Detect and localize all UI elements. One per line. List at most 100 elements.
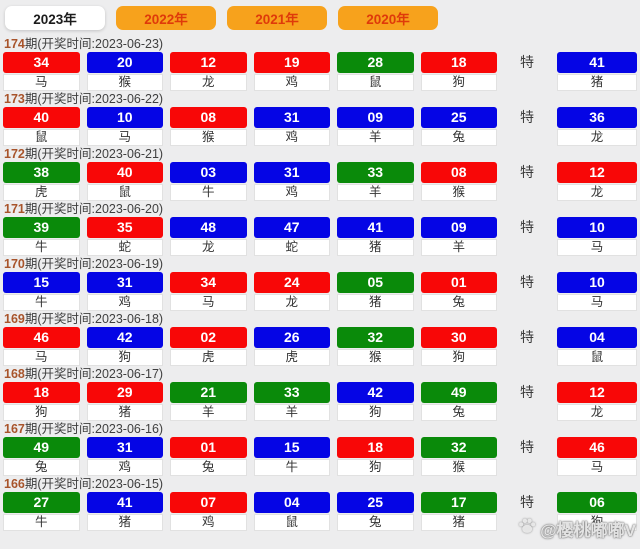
ball-zodiac: 兔 [170, 459, 247, 476]
period-info: 期(开奖时间:2023-06-23) [24, 37, 164, 51]
ball-number: 32 [420, 437, 497, 458]
ball: 21 羊 [170, 382, 247, 421]
ball-number: 09 [420, 217, 497, 238]
special-label: 特 [520, 164, 534, 180]
ball-number: 41 [337, 217, 414, 238]
ball-zodiac: 蛇 [253, 239, 330, 256]
ball-zodiac: 龙 [557, 129, 637, 146]
ball: 31 鸡 [253, 107, 330, 146]
ball-number: 46 [557, 437, 637, 458]
ball-zodiac: 鼠 [337, 74, 414, 91]
ball-zodiac: 鼠 [3, 129, 80, 146]
period-info: 期(开奖时间:2023-06-21) [24, 147, 164, 161]
ball: 01 兔 [170, 437, 247, 476]
ball-number: 34 [170, 272, 247, 293]
ball-zodiac: 龙 [170, 239, 247, 256]
ball-number: 46 [3, 327, 80, 348]
ball-number: 28 [337, 52, 414, 73]
ball: 31 鸡 [253, 162, 330, 201]
balls-row: 49 兔 31 鸡 01 兔 15 牛 18 狗 32 猴特 46 马 [0, 437, 640, 476]
ball-zodiac: 狗 [557, 514, 637, 531]
ball-number: 03 [170, 162, 247, 183]
ball-number: 01 [420, 272, 497, 293]
ball: 35 蛇 [86, 217, 163, 256]
period-heading: 168期(开奖时间:2023-06-17) [0, 366, 640, 382]
balls-row: 18 狗 29 猪 21 羊 33 羊 42 狗 49 兔特 12 龙 [0, 382, 640, 421]
ball: 49 兔 [3, 437, 80, 476]
ball-number: 05 [337, 272, 414, 293]
ball-number: 25 [420, 107, 497, 128]
period-heading: 172期(开奖时间:2023-06-21) [0, 146, 640, 162]
ball-zodiac: 鸡 [253, 184, 330, 201]
ball-number: 42 [337, 382, 414, 403]
ball-zodiac: 羊 [253, 404, 330, 421]
ball-zodiac: 猪 [337, 239, 414, 256]
ball-zodiac: 龙 [557, 184, 637, 201]
ball-number: 07 [170, 492, 247, 513]
special-ball: 04 鼠 [557, 327, 637, 366]
ball: 34 马 [3, 52, 80, 91]
ball-number: 10 [86, 107, 163, 128]
ball: 31 鸡 [86, 272, 163, 311]
ball-number: 32 [337, 327, 414, 348]
ball: 29 猪 [86, 382, 163, 421]
period-heading: 171期(开奖时间:2023-06-20) [0, 201, 640, 217]
ball-number: 19 [253, 52, 330, 73]
ball-number: 27 [3, 492, 80, 513]
ball-zodiac: 牛 [3, 294, 80, 311]
ball-zodiac: 马 [3, 74, 80, 91]
ball-zodiac: 虎 [253, 349, 330, 366]
ball-number: 40 [86, 162, 163, 183]
period-info: 期(开奖时间:2023-06-18) [24, 312, 164, 326]
ball-number: 02 [170, 327, 247, 348]
ball-zodiac: 虎 [170, 349, 247, 366]
ball-number: 33 [337, 162, 414, 183]
results-list: 174期(开奖时间:2023-06-23) 34 马 20 猴 12 龙 19 鸡 28 鼠 18 狗特… [0, 36, 640, 531]
ball: 41 猪 [337, 217, 414, 256]
draw-row: 170期(开奖时间:2023-06-19) 15 牛 31 鸡 34 马 24 龙 05 猪 01 兔特… [0, 256, 640, 311]
ball-zodiac: 鸡 [86, 294, 163, 311]
tab-year-2[interactable]: 2021年 [227, 6, 327, 30]
ball-number: 33 [253, 382, 330, 403]
ball-zodiac: 牛 [170, 184, 247, 201]
ball-zodiac: 兔 [420, 129, 497, 146]
period-number: 173 [4, 92, 25, 106]
special-ball: 36 龙 [557, 107, 637, 146]
special-ball: 46 马 [557, 437, 637, 476]
ball: 18 狗 [420, 52, 497, 91]
ball-zodiac: 猪 [420, 514, 497, 531]
ball-zodiac: 猪 [86, 404, 163, 421]
ball-zodiac: 猴 [420, 184, 497, 201]
special-label: 特 [520, 384, 534, 400]
ball-number: 39 [3, 217, 80, 238]
ball: 08 猴 [420, 162, 497, 201]
ball-number: 12 [557, 162, 637, 183]
balls-row: 40 鼠 10 马 08 猴 31 鸡 09 羊 25 兔特 36 龙 [0, 107, 640, 146]
period-info: 期(开奖时间:2023-06-15) [24, 477, 164, 491]
ball: 31 鸡 [86, 437, 163, 476]
ball-zodiac: 马 [557, 294, 637, 311]
ball: 09 羊 [337, 107, 414, 146]
ball: 28 鼠 [337, 52, 414, 91]
ball-zodiac: 鼠 [253, 514, 330, 531]
ball: 38 虎 [3, 162, 80, 201]
ball-zodiac: 马 [557, 239, 637, 256]
ball: 19 鸡 [253, 52, 330, 91]
ball-zodiac: 蛇 [86, 239, 163, 256]
ball-zodiac: 牛 [3, 514, 80, 531]
special-ball: 41 猪 [557, 52, 637, 91]
ball-zodiac: 鼠 [557, 349, 637, 366]
draw-row: 169期(开奖时间:2023-06-18) 46 马 42 狗 02 虎 26 虎 32 猴 30 狗特… [0, 311, 640, 366]
period-info: 期(开奖时间:2023-06-16) [24, 422, 164, 436]
tab-year-0[interactable]: 2023年 [5, 6, 105, 30]
balls-row: 39 牛 35 蛇 48 龙 47 蛇 41 猪 09 羊特 10 马 [0, 217, 640, 256]
ball-number: 15 [253, 437, 330, 458]
ball: 18 狗 [3, 382, 80, 421]
ball: 40 鼠 [86, 162, 163, 201]
ball-number: 49 [420, 382, 497, 403]
tab-year-3[interactable]: 2020年 [338, 6, 438, 30]
ball-number: 29 [86, 382, 163, 403]
tab-year-1[interactable]: 2022年 [116, 6, 216, 30]
ball: 25 兔 [420, 107, 497, 146]
special-label: 特 [520, 494, 534, 510]
